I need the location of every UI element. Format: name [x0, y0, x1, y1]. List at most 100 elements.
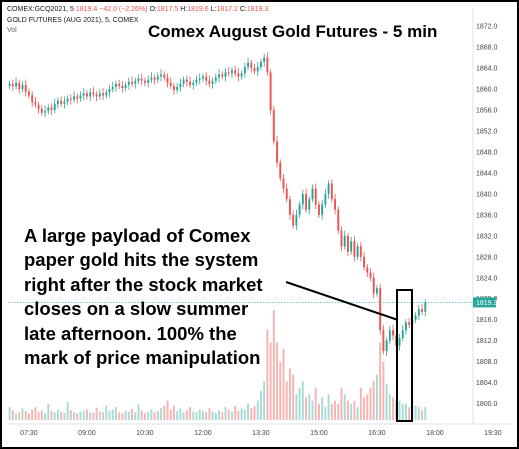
- candle-body: [98, 93, 101, 97]
- candle-body: [340, 230, 343, 247]
- price-tick-label: 1844.0: [476, 170, 498, 177]
- volume-bar: [140, 410, 143, 420]
- candle-body: [272, 110, 275, 142]
- volume-bar: [414, 405, 417, 420]
- candle-body: [398, 338, 401, 346]
- candle-body: [153, 77, 156, 80]
- candle-body: [156, 76, 159, 80]
- low-value: 1817.2: [216, 6, 238, 13]
- candle-body: [53, 103, 56, 111]
- volume-bar: [404, 403, 407, 420]
- candle-body: [214, 77, 217, 81]
- candle-body: [11, 83, 14, 87]
- candle-body: [392, 330, 395, 336]
- volume-bar: [150, 409, 153, 420]
- volume-bar: [234, 405, 237, 420]
- candle-body: [85, 93, 88, 97]
- volume-bar: [301, 381, 304, 420]
- volume-bar: [40, 410, 43, 420]
- volume-bar: [350, 403, 353, 420]
- volume-legend[interactable]: Vol: [7, 27, 17, 34]
- volume-bar: [153, 412, 156, 420]
- candle-body: [34, 102, 37, 105]
- volume-bar: [105, 405, 108, 420]
- volume-bar: [156, 410, 159, 420]
- candle-body: [285, 188, 288, 200]
- volume-bar: [308, 394, 311, 420]
- candle-body: [102, 93, 105, 96]
- volume-bar: [340, 387, 343, 420]
- price-axis[interactable]: 1800.01804.01808.01812.01816.01820.01824…: [8, 24, 498, 408]
- candle-body: [408, 322, 411, 325]
- time-axis[interactable]: 07:30 09:00 10:30 12:00 13:30 15:00 16:30 18:00…: [20, 430, 502, 437]
- volume-bar: [63, 412, 66, 420]
- volume-bar: [421, 410, 424, 420]
- volume-bar: [166, 400, 169, 420]
- candle-body: [124, 84, 127, 89]
- candle-body: [118, 83, 121, 86]
- candle-body: [221, 74, 224, 77]
- volume-bar: [343, 394, 346, 420]
- price-tick-label: 1812.0: [476, 338, 498, 345]
- candle-body: [282, 178, 285, 189]
- volume-bar: [363, 397, 366, 420]
- volume-bar: [131, 409, 134, 420]
- candle-body: [266, 57, 269, 73]
- close-label: C:: [239, 6, 247, 13]
- change-value: −42.0 (−2.26%): [99, 6, 148, 13]
- candle-body: [356, 246, 359, 257]
- volume-bar: [89, 412, 92, 420]
- candle-body: [424, 302, 427, 312]
- volume-bar: [346, 400, 349, 420]
- volume-bar: [192, 411, 195, 420]
- volume-bar: [372, 381, 375, 420]
- volume-bar: [240, 408, 243, 420]
- volume-bar: [285, 381, 288, 420]
- candle-body: [295, 214, 298, 226]
- close-value: 1819.3: [246, 6, 269, 13]
- candle-body: [369, 272, 372, 278]
- series-name[interactable]: GOLD FUTURES (AUG 2021), 5, COMEX: [7, 17, 139, 24]
- time-tick-label: 12:00: [194, 430, 212, 437]
- candle-body: [234, 70, 237, 74]
- volume-bar: [230, 411, 233, 420]
- time-tick-label: 10:30: [136, 430, 154, 437]
- candle-body: [176, 87, 179, 91]
- volume-bar: [276, 342, 279, 420]
- volume-bar: [356, 407, 359, 420]
- volume-bar: [218, 410, 221, 420]
- candle-body: [24, 84, 27, 92]
- candle-body: [95, 94, 98, 97]
- candle-body: [305, 193, 308, 210]
- volume-bar: [337, 403, 340, 420]
- highlight-box: [396, 289, 413, 422]
- volume-bar: [424, 407, 427, 420]
- candle-body: [131, 81, 134, 84]
- volume-bar: [327, 394, 330, 420]
- candle-body: [263, 57, 266, 62]
- volume-bar: [298, 387, 301, 420]
- candle-body: [111, 87, 114, 90]
- open-label: O:: [149, 6, 157, 13]
- volume-bar: [121, 412, 124, 420]
- volume-bar: [127, 411, 130, 420]
- volume-bar: [82, 410, 85, 420]
- candle-body: [50, 107, 53, 111]
- volume-bar: [208, 408, 211, 420]
- candle-body: [343, 235, 346, 247]
- volume-bar: [111, 409, 114, 420]
- volume-bar: [176, 410, 179, 420]
- volume-bar: [417, 407, 420, 420]
- price-tick-label: 1832.0: [476, 233, 498, 240]
- volume-bar: [92, 412, 95, 420]
- volume-bar: [102, 412, 105, 420]
- candle-body: [259, 61, 262, 68]
- candle-body: [359, 246, 362, 257]
- volume-bar: [69, 410, 72, 420]
- candle-body: [269, 72, 272, 111]
- symbol-label[interactable]: COMEX:GCQ2021, 5: [7, 6, 74, 13]
- candle-body: [160, 74, 163, 77]
- volume-bar: [143, 412, 146, 420]
- price-tick-label: 1804.0: [476, 380, 498, 387]
